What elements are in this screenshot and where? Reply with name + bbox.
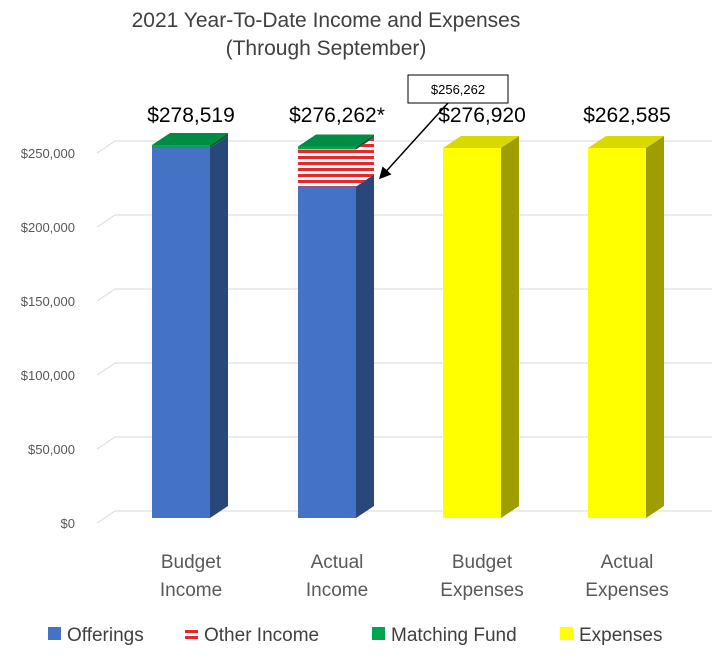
y-tick-label: $0 [61, 516, 75, 531]
legend-swatch [372, 627, 385, 640]
gridline-diagonal [96, 140, 116, 154]
legend-item: Matching Fund [372, 625, 517, 646]
bar-front [152, 145, 210, 148]
x-axis-label: Budget [452, 552, 513, 573]
annotation-arrow [378, 102, 449, 180]
bar-side [356, 174, 374, 519]
bar-segment [152, 133, 228, 148]
gridline-diagonal [96, 288, 116, 302]
bar-front [152, 148, 210, 518]
bar-top [588, 136, 664, 148]
annotation-box [407, 74, 509, 104]
x-axis-label: Income [160, 580, 222, 601]
bar-front [443, 148, 501, 518]
bar-side [356, 134, 374, 150]
chart-subtitle: (Through September) [226, 37, 427, 60]
y-tick-label: $200,000 [21, 220, 75, 235]
gridline-diagonal [96, 436, 116, 450]
x-axis-label: Expenses [585, 580, 668, 601]
x-axis-labels: Budget Income Actual Income Budget Expenses Ac… [160, 552, 669, 601]
bar-segment [298, 134, 374, 150]
bar-side [356, 137, 374, 187]
bar-top [298, 134, 374, 147]
bar-side [501, 136, 519, 518]
y-tick-label: $250,000 [21, 146, 75, 161]
bar-segment [443, 136, 519, 518]
annotation-text: $256,262 [431, 82, 485, 97]
bar-segment [298, 137, 374, 187]
bar-side [646, 136, 664, 518]
legend-label: Other Income [204, 625, 319, 646]
legend-label: Expenses [579, 625, 662, 646]
x-axis-label: Actual [601, 552, 654, 573]
bar-total-label: $262,585 [583, 104, 671, 127]
bar-segment [298, 174, 374, 519]
bar-top [152, 133, 228, 146]
bar-top [443, 136, 519, 148]
gridline-diagonal [96, 214, 116, 228]
legend-label: Matching Fund [391, 625, 517, 646]
legend-item: Offerings [48, 625, 144, 646]
legend: Offerings Other Income Matching Fund Expens… [48, 625, 662, 646]
y-axis-tick-labels: $0 $50,000 $100,000 $150,000 $200,000 $250,00… [21, 146, 75, 531]
gridline-diagonal [96, 362, 116, 376]
bar-front [588, 148, 646, 518]
x-axis-label: Income [306, 580, 368, 601]
bar-segment [152, 136, 228, 518]
legend-swatch [185, 627, 198, 640]
bar-side [210, 136, 228, 518]
x-axis-label: Expenses [440, 580, 523, 601]
bar-total-label: $276,920 [438, 104, 526, 127]
bar-total-label: $276,262* [289, 104, 385, 127]
legend-item: Expenses [560, 625, 662, 646]
bar-side [210, 133, 228, 148]
bar-front [298, 149, 356, 187]
gridline-diagonal [96, 510, 116, 524]
legend-swatch [560, 627, 573, 640]
bar-segment [588, 136, 664, 518]
bar-front [298, 186, 356, 519]
legend-swatch [48, 627, 61, 640]
legend-label: Offerings [67, 625, 144, 646]
x-axis-label: Actual [311, 552, 364, 573]
bars [152, 133, 664, 519]
y-tick-label: $100,000 [21, 368, 75, 383]
bar-front [298, 146, 356, 150]
legend-item: Other Income [185, 625, 319, 646]
annotation: $256,262 [378, 74, 509, 180]
bar-total-label: $278,519 [147, 104, 235, 127]
chart-title: 2021 Year-To-Date Income and Expenses [132, 9, 521, 32]
x-axis-label: Budget [161, 552, 222, 573]
y-tick-label: $50,000 [28, 442, 75, 457]
total-labels: $278,519 $276,262* $276,920 $262,585 [147, 104, 671, 127]
y-tick-label: $150,000 [21, 294, 75, 309]
